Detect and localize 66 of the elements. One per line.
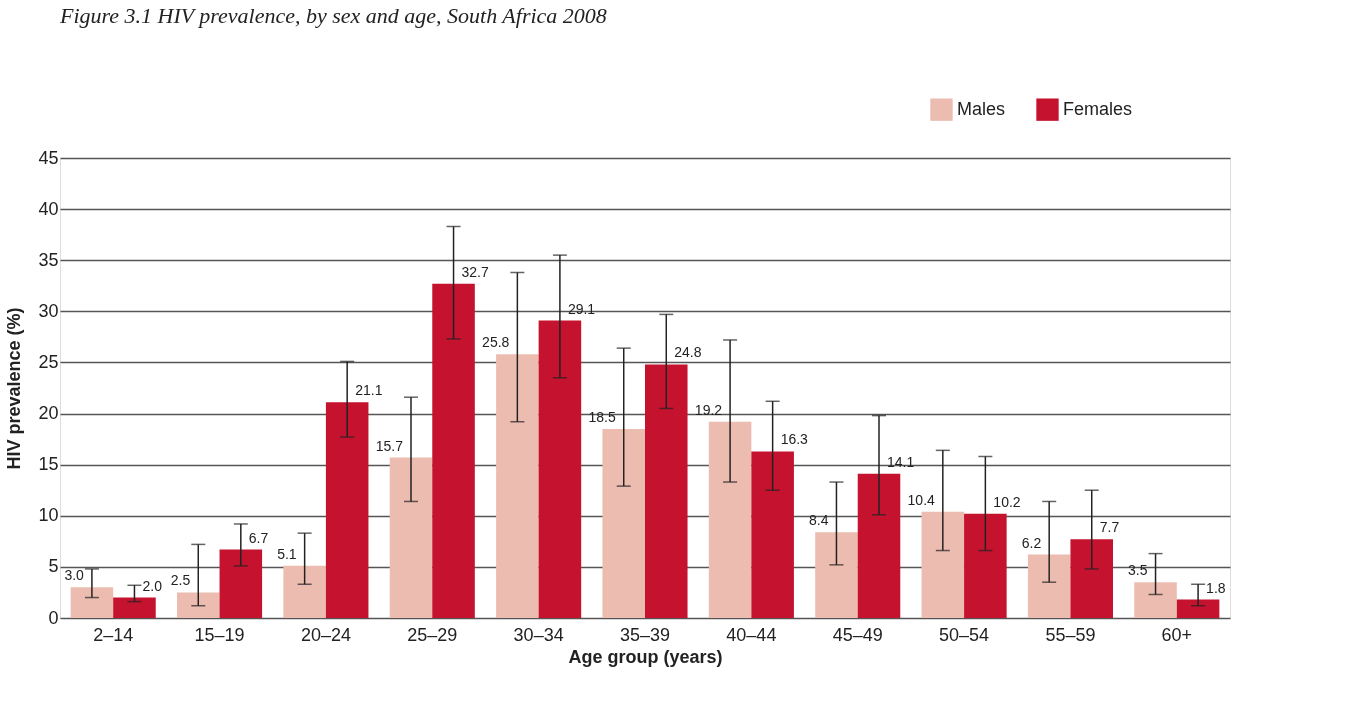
x-tick-label: 30–34 <box>513 624 564 645</box>
bar <box>964 513 1007 618</box>
x-tick-label: 55–59 <box>1045 624 1096 645</box>
data-label: 15.7 <box>375 437 404 454</box>
bar <box>815 532 858 618</box>
x-tick-label: 35–39 <box>619 624 671 645</box>
y-tick-label: 5 <box>48 556 59 577</box>
y-tick-label: 0 <box>48 607 59 628</box>
x-tick-label: 40–44 <box>726 624 777 645</box>
data-label: 19.2 <box>694 401 723 418</box>
data-label: 8.4 <box>808 512 829 529</box>
x-tick-label: 45–49 <box>832 624 883 645</box>
x-axis-title: Age group (years) <box>568 646 723 667</box>
bar <box>921 511 965 618</box>
data-label: 3.0 <box>64 567 85 584</box>
bar <box>602 428 645 618</box>
bar <box>177 592 220 618</box>
data-label: 6.7 <box>248 529 269 546</box>
data-label: 5.1 <box>277 545 297 562</box>
bar <box>113 597 156 618</box>
data-label: 7.7 <box>1099 519 1120 536</box>
data-label: 2.5 <box>170 572 191 589</box>
x-tick-label: 25–29 <box>407 624 458 645</box>
y-tick-label: 30 <box>38 300 59 321</box>
x-tick-label: 20–24 <box>300 624 351 645</box>
y-tick-label: 15 <box>38 454 59 475</box>
x-tick-label: 2–14 <box>93 624 134 645</box>
y-tick-label: 25 <box>38 351 59 372</box>
data-label: 10.4 <box>907 491 936 508</box>
bar <box>1070 539 1113 618</box>
bar <box>219 549 263 618</box>
y-tick-label: 45 <box>38 147 59 168</box>
y-tick-label: 20 <box>38 403 59 424</box>
data-label: 16.3 <box>780 431 809 448</box>
bar <box>1176 599 1220 618</box>
data-label: 32.7 <box>461 263 490 280</box>
data-label: 24.8 <box>674 344 702 361</box>
data-label: 6.2 <box>1021 534 1042 551</box>
x-tick-label: 50–54 <box>939 624 990 645</box>
bar <box>645 364 688 618</box>
bar <box>1134 582 1177 618</box>
bar <box>496 354 539 618</box>
chart-title: Figure 3.1 HIV prevalence, by sex and age, South Africa 2008 <box>59 3 607 28</box>
bar <box>389 457 433 618</box>
y-tick-label: 35 <box>38 249 59 270</box>
bar <box>325 402 369 618</box>
bar <box>1027 554 1071 618</box>
legend-label: Females <box>1063 98 1133 119</box>
data-label: 1.8 <box>1206 579 1226 596</box>
bar <box>751 451 794 618</box>
bar <box>708 421 752 618</box>
bar <box>432 283 475 618</box>
legend-label: Males <box>957 98 1006 119</box>
bar <box>283 565 326 618</box>
data-label: 10.2 <box>993 493 1021 510</box>
x-tick-label: 15–19 <box>194 624 245 645</box>
bar <box>538 320 582 618</box>
bar <box>70 587 114 618</box>
y-tick-label: 40 <box>38 198 59 219</box>
bar <box>857 473 901 618</box>
x-tick-label: 60+ <box>1161 624 1193 645</box>
data-label: 25.8 <box>482 334 510 351</box>
y-axis-title: HIV prevalence (%) <box>4 307 25 470</box>
data-label: 21.1 <box>355 382 383 399</box>
y-tick-label: 10 <box>38 505 59 526</box>
data-label: 2.0 <box>142 577 163 594</box>
